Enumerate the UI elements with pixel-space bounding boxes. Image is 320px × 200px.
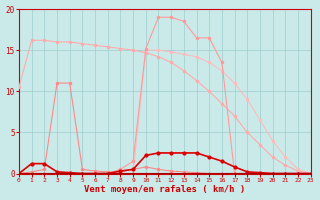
X-axis label: Vent moyen/en rafales ( km/h ): Vent moyen/en rafales ( km/h ): [84, 185, 245, 194]
